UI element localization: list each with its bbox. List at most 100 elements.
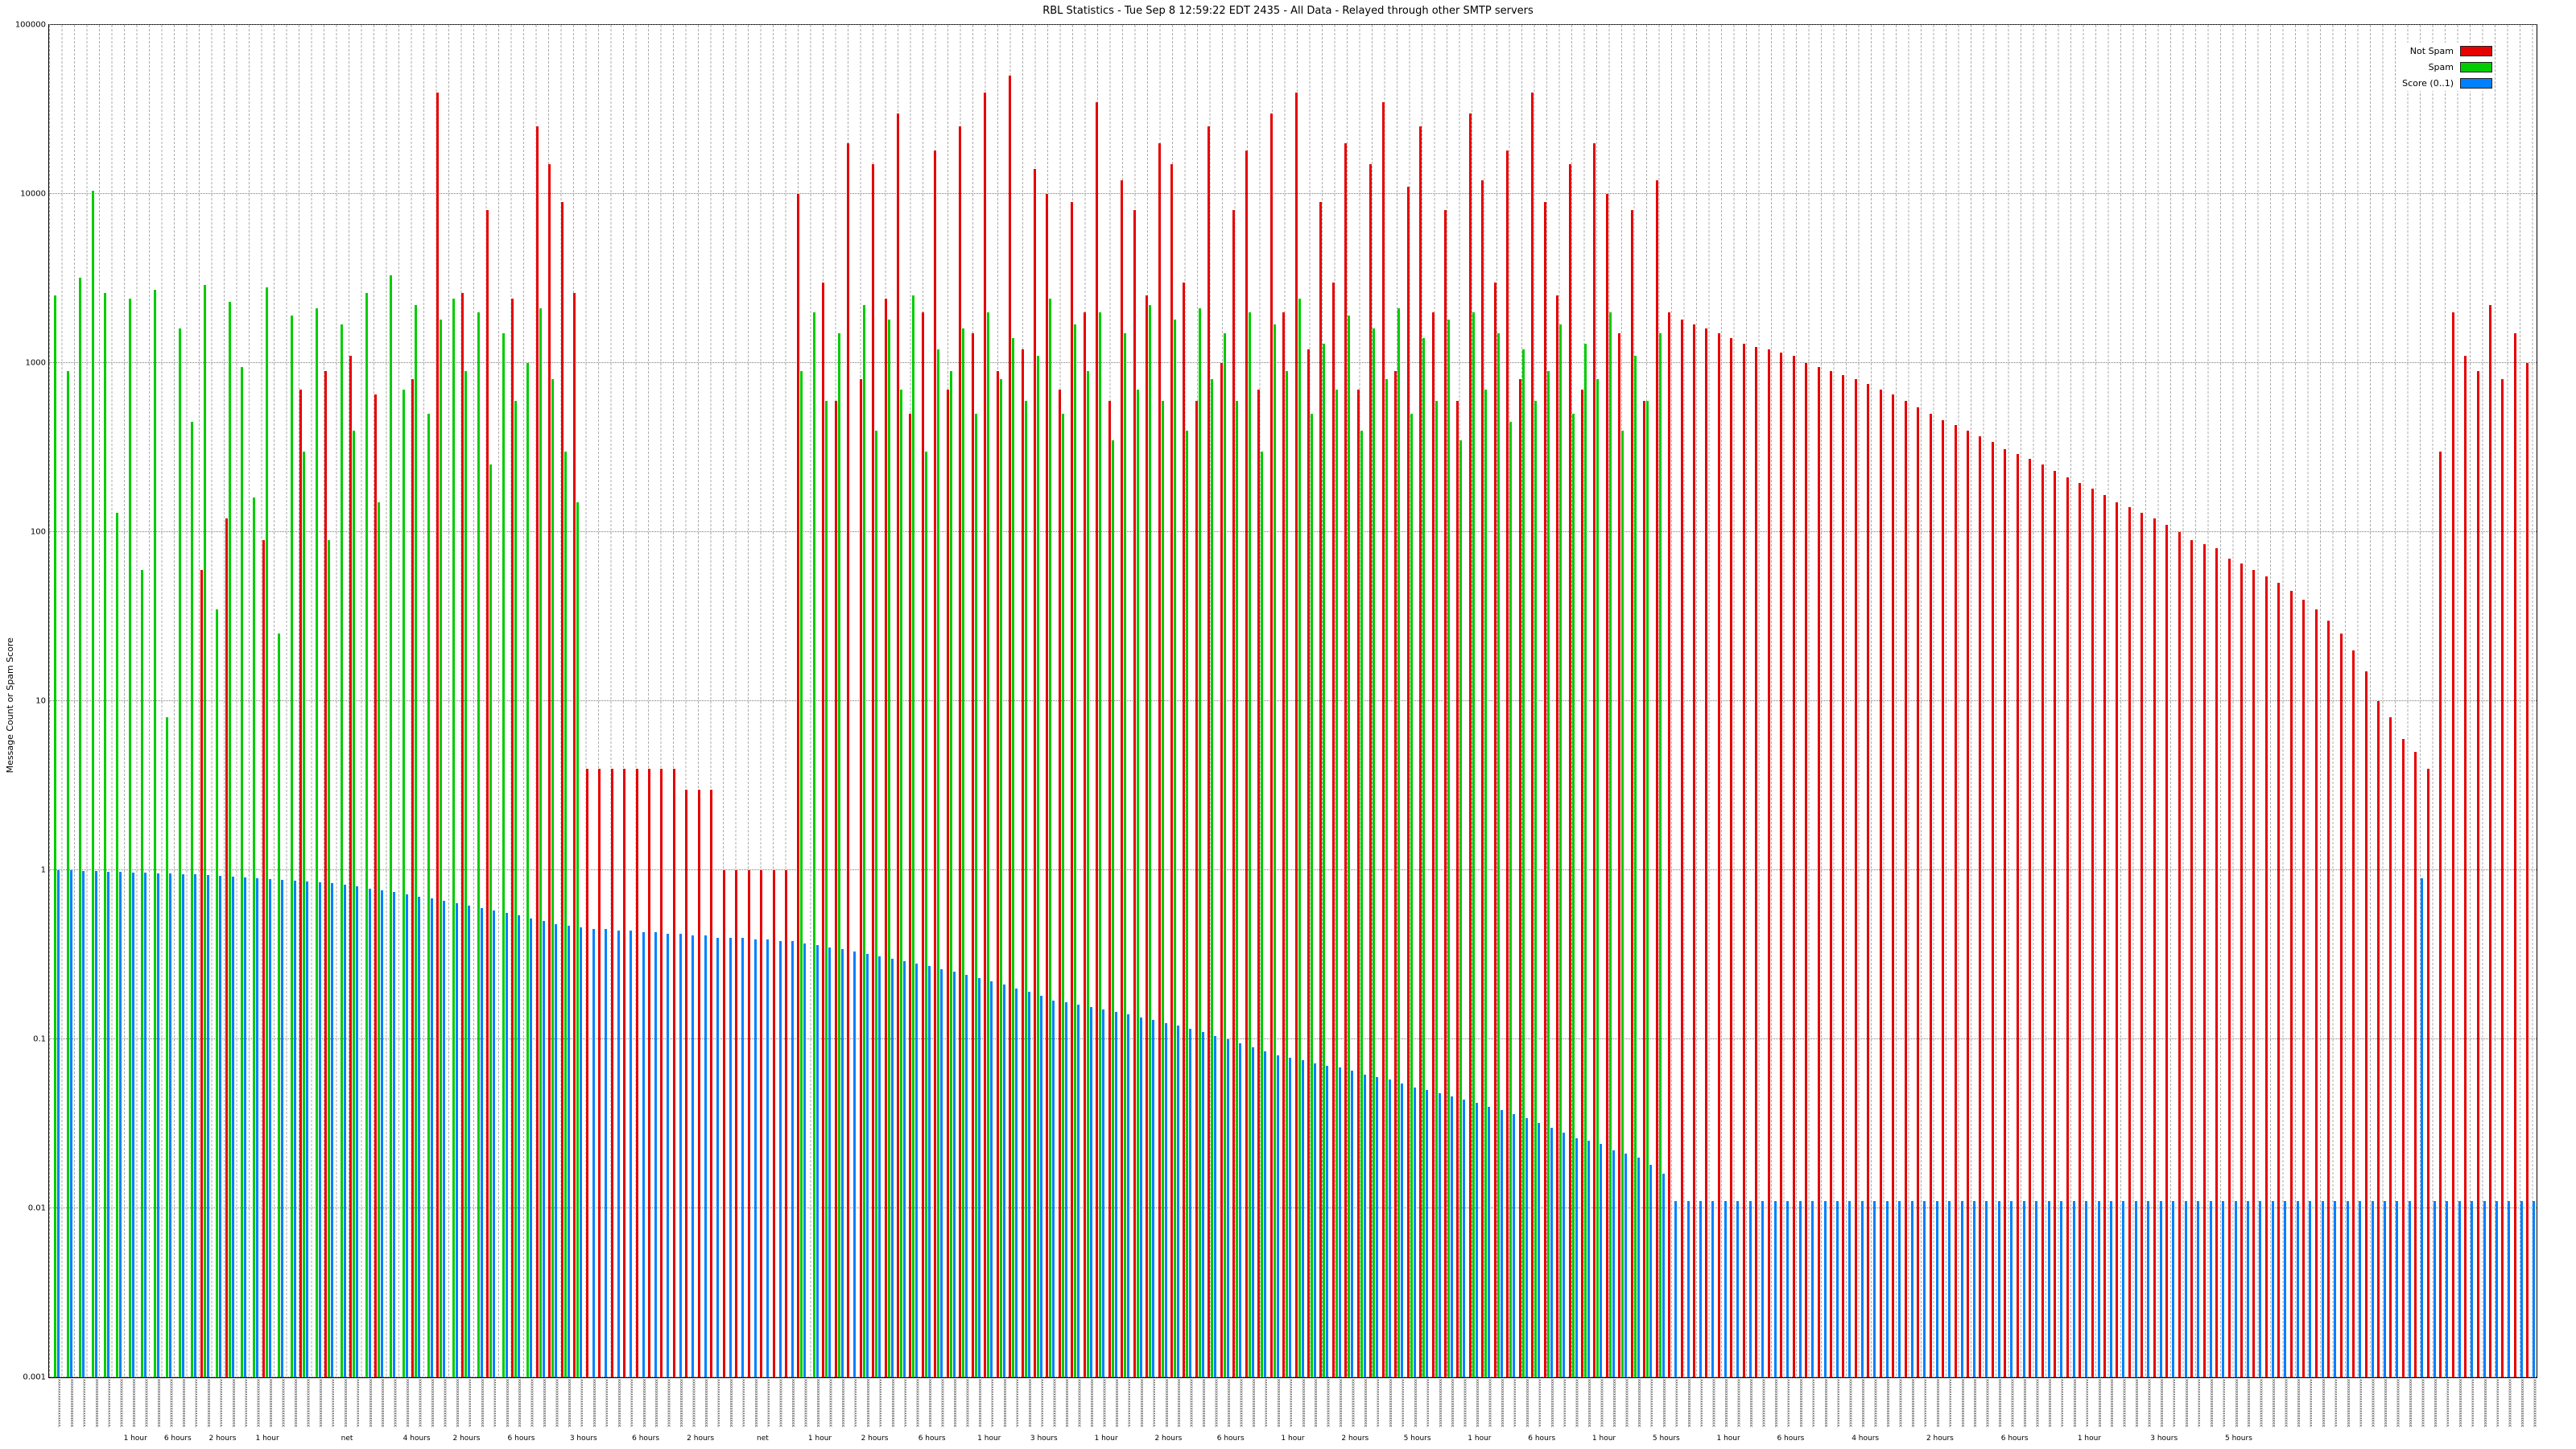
bar-spam: [987, 312, 990, 1377]
bar-spam: [390, 275, 393, 1377]
bar-not-spam: [2501, 379, 2504, 1377]
bar-group: [1007, 25, 1019, 1377]
bar-not-spam: [2140, 513, 2144, 1377]
bar-group: [1567, 25, 1579, 1377]
bar-group: [2524, 25, 2537, 1377]
legend-row-not-spam: Not Spam: [2402, 43, 2492, 59]
bar-not-spam: [1208, 126, 1211, 1377]
bar-spam: [1472, 312, 1475, 1377]
x-group-label: net: [341, 1435, 353, 1443]
bar-not-spam: [1842, 374, 1845, 1377]
legend-label-not-spam: Not Spam: [2409, 45, 2454, 56]
bar-score-0-1-: [691, 935, 695, 1377]
bar-group: [932, 25, 944, 1377]
bar-group: [671, 25, 683, 1377]
bar-group: [1069, 25, 1081, 1377]
bar-not-spam: [2513, 333, 2516, 1377]
bar-spam: [1571, 414, 1575, 1377]
bar-group: [907, 25, 919, 1377]
bar-group: [2040, 25, 2052, 1377]
bar-spam: [265, 287, 268, 1377]
bar-spam: [1521, 349, 1525, 1377]
bar-group: [448, 25, 460, 1377]
bar-score-0-1-: [2408, 1201, 2411, 1377]
y-tick-label: 100: [30, 527, 46, 537]
bar-not-spam: [1331, 282, 1335, 1377]
bar-spam: [66, 370, 69, 1377]
bar-not-spam: [934, 151, 937, 1377]
bar-score-0-1-: [181, 873, 184, 1377]
bar-group: [174, 25, 186, 1377]
bar-score-0-1-: [1575, 1137, 1578, 1377]
bar-spam: [440, 320, 443, 1377]
bar-group: [2127, 25, 2139, 1377]
bar-score-0-1-: [1786, 1201, 1790, 1377]
bar-not-spam: [672, 768, 675, 1377]
bar-score-0-1-: [2396, 1201, 2399, 1377]
bar-not-spam: [1133, 210, 1136, 1377]
bar-not-spam: [1269, 113, 1273, 1377]
bar-not-spam: [1158, 142, 1161, 1377]
bar-score-0-1-: [1923, 1201, 1926, 1377]
bar-score-0-1-: [381, 890, 383, 1377]
bar-not-spam: [847, 142, 850, 1377]
bar-spam: [1236, 400, 1239, 1377]
bar-spam: [166, 717, 169, 1377]
bar-not-spam: [1767, 349, 1770, 1377]
bar-spam: [153, 290, 156, 1377]
y-tick-label: 0.001: [23, 1373, 46, 1382]
bar-group: [1082, 25, 1094, 1377]
bar-score-0-1-: [2234, 1201, 2237, 1377]
bar-score-0-1-: [778, 941, 782, 1377]
bar-score-0-1-: [1276, 1055, 1279, 1377]
bar-not-spam: [1518, 379, 1521, 1377]
bar-not-spam: [2227, 558, 2231, 1377]
bar-group: [1380, 25, 1392, 1377]
bar-spam: [1149, 305, 1152, 1377]
bar-not-spam: [959, 126, 962, 1377]
bar-group: [1828, 25, 1840, 1377]
bar-spam: [1111, 440, 1114, 1377]
bar-group: [895, 25, 907, 1377]
bar-not-spam: [1443, 210, 1447, 1377]
bar-score-0-1-: [1388, 1079, 1391, 1377]
bar-spam: [862, 305, 865, 1377]
bar-score-0-1-: [1139, 1017, 1142, 1377]
bar-not-spam: [299, 389, 303, 1377]
bar-score-0-1-: [244, 877, 247, 1377]
bar-group: [472, 25, 484, 1377]
bar-not-spam: [1605, 194, 1608, 1377]
bar-spam: [900, 389, 903, 1377]
y-tick-label: 1: [40, 865, 46, 875]
bar-score-0-1-: [393, 892, 396, 1377]
bar-score-0-1-: [69, 870, 72, 1377]
bar-score-0-1-: [2047, 1201, 2050, 1377]
bar-spam: [800, 370, 803, 1377]
bar-not-spam: [2264, 576, 2268, 1377]
bar-score-0-1-: [704, 935, 707, 1377]
bar-score-0-1-: [1550, 1127, 1553, 1377]
bar-not-spam: [1618, 333, 1621, 1377]
bar-group: [1443, 25, 1455, 1377]
bar-score-0-1-: [2072, 1201, 2075, 1377]
bar-group: [634, 25, 646, 1377]
bar-not-spam: [710, 789, 713, 1377]
